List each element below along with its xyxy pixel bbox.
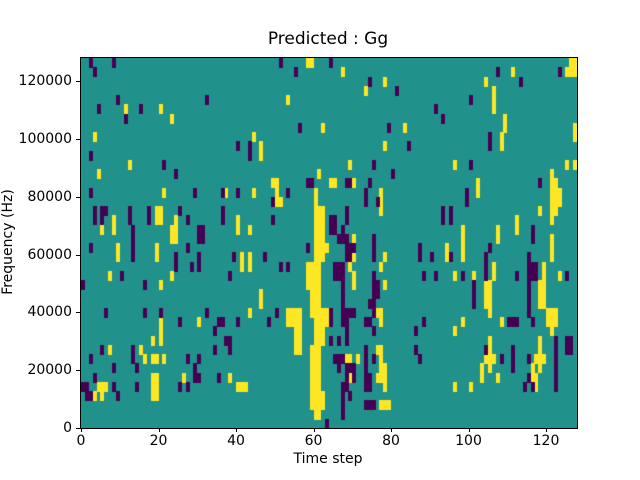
x-tick [236,428,237,432]
x-tick-label: 60 [304,433,323,449]
x-tick-label: 20 [149,433,168,449]
x-tick-label: 80 [382,433,400,449]
plot-area [80,57,578,429]
x-axis-label: Time step [293,451,363,467]
x-tick-label: 0 [76,433,86,449]
x-tick [468,428,470,432]
y-tick-label: 100000 [18,130,72,147]
y-tick-label: 40000 [27,304,72,321]
x-tick-label: 100 [455,433,482,449]
y-tick [76,312,80,314]
y-tick-label: 60000 [27,246,72,263]
y-tick-label: 0 [63,420,72,436]
x-tick-label: 40 [227,433,245,449]
y-tick [76,254,80,256]
y-tick [76,138,80,140]
x-tick [391,428,392,432]
y-tick [76,428,80,429]
x-tick [81,428,82,432]
x-tick [546,428,547,432]
chart-title: Predicted : Gg [267,29,389,49]
heatmap-canvas [81,58,577,428]
y-tick [76,370,80,372]
y-tick [76,196,80,198]
y-tick-label: 80000 [27,188,72,205]
x-tick [313,428,315,432]
x-tick [158,428,160,432]
y-axis-label: Frequency (Hz) [0,189,16,295]
y-tick-label: 20000 [27,362,72,379]
y-tick-label: 120000 [18,73,72,90]
x-tick-label: 120 [532,433,560,449]
y-tick [76,81,80,83]
